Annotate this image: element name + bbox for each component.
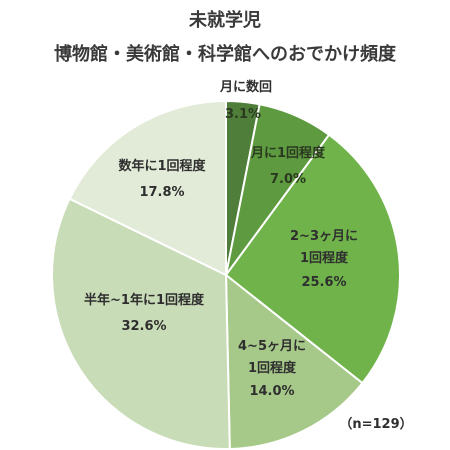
chart-title-line-2: 博物館・美術館・科学館へのおでかけ頻度 <box>54 44 396 65</box>
slice-label-6-line-1: 数年に1回程度 <box>118 158 206 174</box>
slice-value-5: 32.6% <box>121 319 166 334</box>
slice-value-6: 17.8% <box>139 185 184 200</box>
slice-label-3-line-2: 1回程度 <box>300 250 349 266</box>
slice-label-3-line-1: 2~3ヶ月に <box>290 229 358 244</box>
chart-title-line-1: 未就学児 <box>189 10 261 31</box>
slice-value-4: 14.0% <box>249 384 294 399</box>
slice-label-2-line-1: 月に1回程度 <box>250 145 326 161</box>
slice-label-5-line-1: 半年~1年に1回程度 <box>84 292 205 308</box>
slice-value-3: 25.6% <box>301 275 346 290</box>
slice-value-1: 3.1% <box>225 107 261 122</box>
slice-label-1-line-1: 月に数回 <box>219 79 272 95</box>
slice-value-2: 7.0% <box>270 172 306 187</box>
pie-slice-6 <box>68 99 227 277</box>
slice-label-4-line-1: 4~5ヶ月に <box>238 339 306 354</box>
pie-slice-5 <box>51 197 231 450</box>
sample-size-note: （n=129） <box>339 416 412 432</box>
pie-slice-4 <box>224 272 364 450</box>
pie-slice-3 <box>224 133 401 385</box>
slice-label-4-line-2: 1回程度 <box>248 360 297 376</box>
